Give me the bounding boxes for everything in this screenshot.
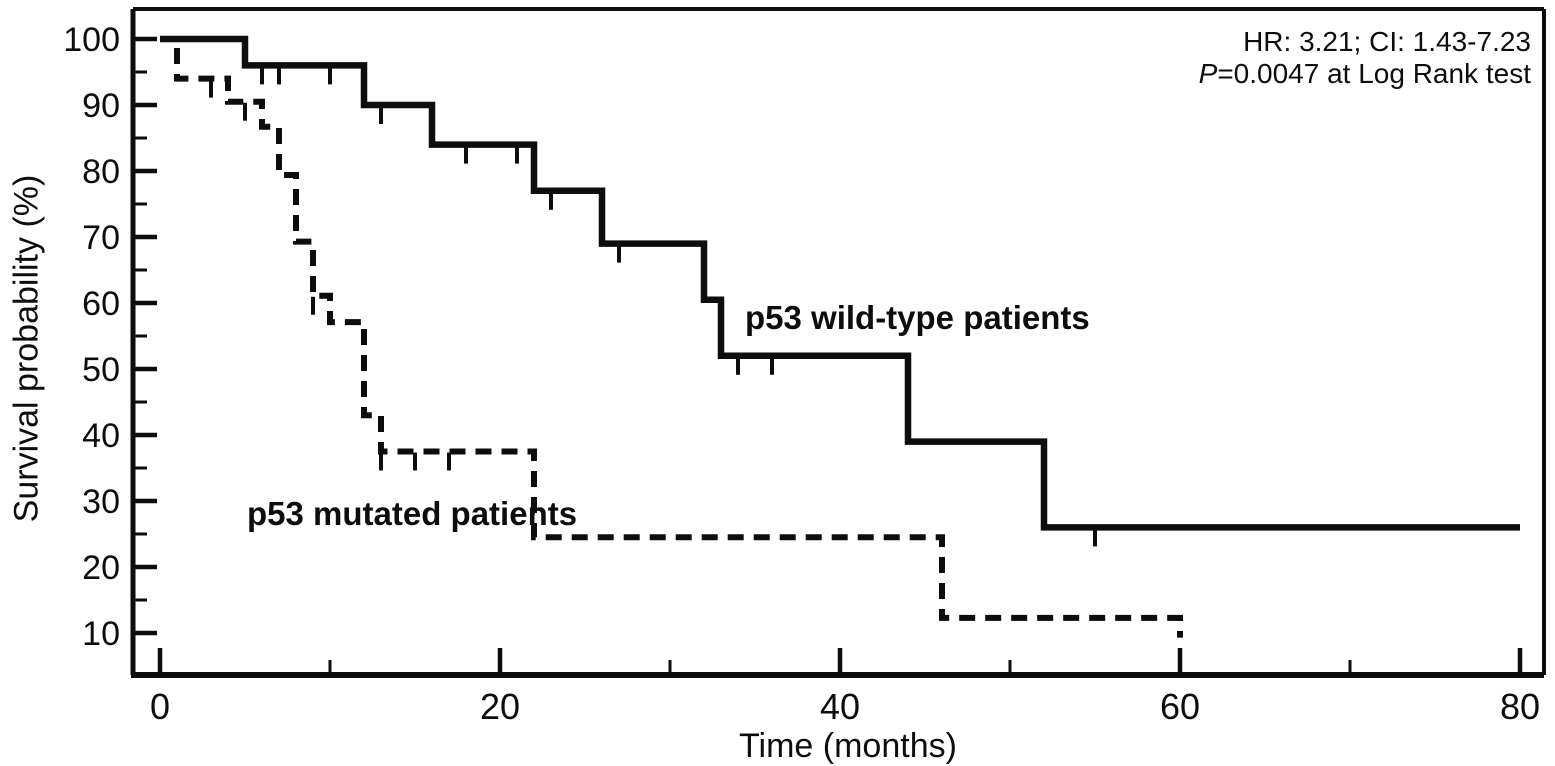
y-axis-title: Survival probability (%) xyxy=(7,174,46,523)
y-tick-label: 40 xyxy=(82,417,120,455)
y-tick-label: 20 xyxy=(82,549,120,587)
stats-annotation: HR: 3.21; CI: 1.43-7.23 P=0.0047 at Log … xyxy=(1199,26,1531,90)
x-tick-label: 20 xyxy=(480,686,520,727)
curve-label-wild-type: p53 wild-type patients xyxy=(745,299,1090,336)
pvalue-rest: =0.0047 at Log Rank test xyxy=(1217,58,1531,89)
survival-curve-wild-type xyxy=(160,35,1520,531)
x-tick-label: 40 xyxy=(820,686,860,727)
y-tick-label: 50 xyxy=(82,351,120,389)
y-tick-label: 60 xyxy=(82,285,120,323)
pvalue-p-symbol: P xyxy=(1198,58,1218,89)
x-axis-title: Time (months) xyxy=(739,727,957,765)
hazard-ratio-text: HR: 3.21; CI: 1.43-7.23 xyxy=(1243,26,1531,57)
survival-curve-mutated xyxy=(160,36,1183,638)
y-tick-label: 10 xyxy=(82,615,120,653)
y-tick-label: 70 xyxy=(82,219,120,257)
curve-label-mutated: p53 mutated patients xyxy=(247,495,578,532)
y-tick-label: 100 xyxy=(63,21,120,59)
y-tick-label: 30 xyxy=(82,483,120,521)
y-tick-label: 80 xyxy=(82,153,120,191)
x-tick-label: 80 xyxy=(1500,686,1540,727)
y-tick-label: 90 xyxy=(82,87,120,125)
x-tick-label: 60 xyxy=(1160,686,1200,727)
pvalue-text: P=0.0047 at Log Rank test xyxy=(1199,58,1531,90)
x-tick-label: 0 xyxy=(150,686,170,727)
